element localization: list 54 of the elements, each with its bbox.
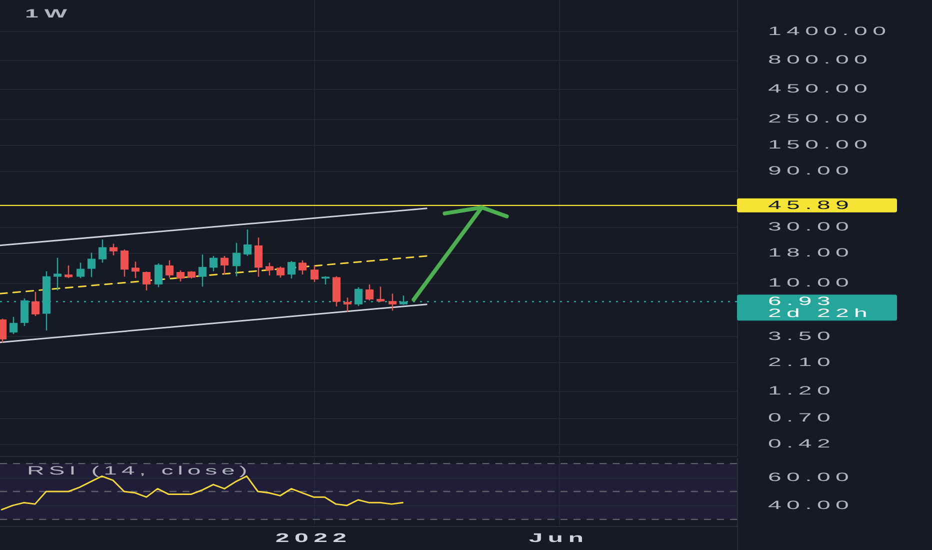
ref-line-label: 45.89 — [768, 198, 854, 212]
y-tick-label: 1400.00 — [768, 24, 892, 38]
candlestick — [120, 248, 128, 278]
y-tick-label: 0.70 — [768, 412, 836, 425]
y-tick-label: 800.00 — [768, 53, 873, 67]
y-tick-label: 10.00 — [768, 276, 854, 290]
candlestick — [10, 316, 18, 335]
y-tick-label: 40.00 — [768, 498, 854, 512]
candlestick — [32, 291, 40, 317]
y-tick-label: 2.10 — [768, 356, 836, 369]
candlestick — [110, 243, 118, 256]
candlestick — [0, 318, 6, 344]
candlestick — [176, 270, 184, 282]
candlestick — [210, 255, 218, 272]
candlestick — [244, 228, 252, 257]
candlestick — [88, 252, 96, 278]
candlestick — [154, 262, 162, 288]
y-tick-label: 18.00 — [768, 246, 854, 260]
line-series — [0, 475, 404, 510]
y-tick-label: 30.00 — [768, 220, 854, 234]
candlestick — [344, 296, 352, 312]
text: 1W — [25, 7, 74, 21]
candlestick — [132, 261, 140, 279]
candlestick — [254, 236, 262, 278]
candlestick — [54, 257, 62, 292]
candlestick — [288, 260, 296, 280]
candlestick — [142, 270, 150, 292]
x-tick-label: 2022 — [275, 531, 352, 545]
y-tick-label: 0.42 — [768, 438, 836, 451]
candlestick — [366, 284, 374, 301]
candlestick — [376, 286, 384, 302]
candlestick — [76, 262, 84, 279]
candlestick — [198, 254, 206, 288]
y-tick-label: 1.20 — [768, 384, 836, 398]
candlestick — [98, 238, 106, 264]
x-tick-label: Jun — [528, 531, 589, 545]
candlestick — [388, 293, 396, 312]
y-tick-label: 250.00 — [768, 112, 873, 126]
y-tick-label: 450.00 — [768, 82, 873, 96]
candlestick — [64, 264, 72, 279]
candlestick — [232, 242, 240, 277]
candlestick — [298, 260, 306, 276]
y-tick-label: 3.50 — [768, 330, 836, 344]
y-tick-label: 60.00 — [768, 470, 854, 484]
y-tick-label: 90.00 — [768, 164, 854, 178]
y-tick-label: 150.00 — [768, 138, 873, 152]
text: RSI (14, close) — [27, 464, 252, 478]
candlestick — [310, 264, 318, 283]
candlestick — [266, 262, 274, 276]
candlestick — [220, 255, 228, 276]
ref-line-label: 6.93 — [768, 294, 836, 308]
candlestick — [166, 260, 174, 278]
text: 2d 22h — [768, 306, 873, 320]
candlestick — [276, 266, 284, 278]
